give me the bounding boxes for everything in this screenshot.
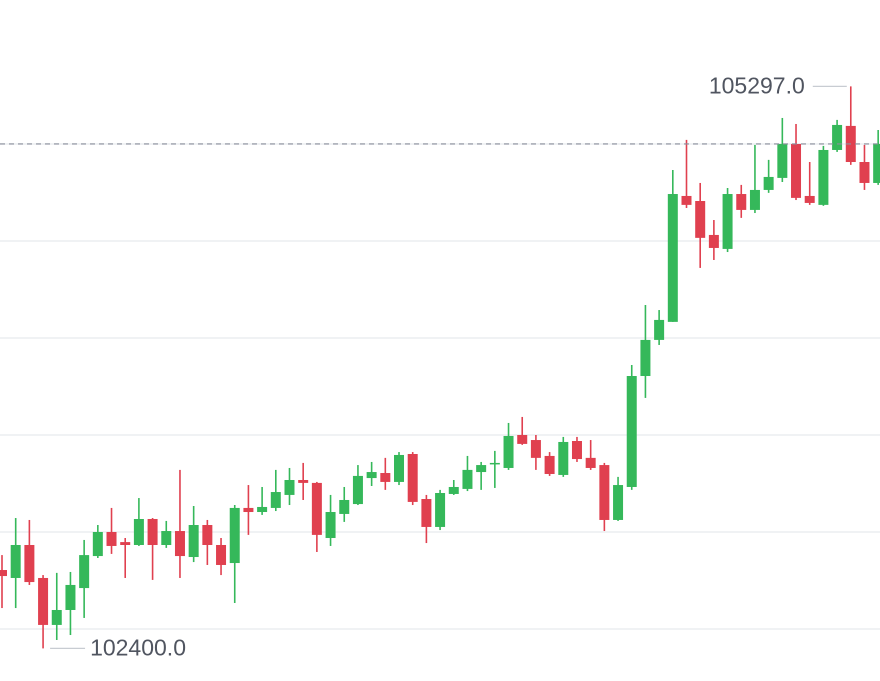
candle-body: [421, 499, 432, 527]
candle-body: [736, 194, 747, 210]
candle-body: [229, 507, 240, 564]
candle-body: [722, 194, 733, 249]
candle-body: [859, 162, 870, 183]
candle-body: [65, 584, 76, 610]
candle-body: [10, 544, 21, 578]
candle-body: [873, 143, 880, 183]
candle-body: [818, 149, 829, 205]
candle-body: [257, 506, 268, 513]
candle-body: [284, 479, 295, 495]
max-label: 105297.0: [709, 72, 805, 98]
candle-body: [640, 339, 651, 377]
candle-body: [462, 469, 473, 489]
candle-body: [0, 570, 7, 577]
candle-body: [695, 201, 706, 238]
candle-body: [325, 512, 336, 539]
candle-body: [311, 482, 322, 535]
candle-body: [681, 195, 692, 205]
candle-body: [120, 542, 131, 545]
candle-body: [530, 440, 541, 458]
candle-body: [804, 195, 815, 203]
candle-body: [476, 465, 487, 473]
candle-body: [188, 525, 199, 558]
candle-body: [79, 555, 90, 589]
candle-body: [38, 577, 49, 625]
candle-body: [380, 473, 391, 482]
candle-body: [106, 531, 117, 546]
candle-body: [24, 544, 35, 583]
candle-body: [202, 525, 213, 545]
candle-body: [407, 454, 418, 502]
candle-body: [708, 234, 719, 248]
candle-body: [394, 454, 405, 482]
candle-body: [147, 518, 158, 545]
candle-body: [571, 441, 582, 460]
candle-body: [626, 376, 637, 487]
candle-body: [174, 531, 185, 557]
candle-body: [352, 475, 363, 505]
candle-body: [503, 435, 514, 468]
candle-body: [92, 531, 103, 557]
candle-body: [448, 486, 459, 494]
candle-body: [585, 457, 596, 468]
candle-body: [161, 531, 172, 545]
candle-body: [517, 434, 528, 444]
candle-body: [544, 455, 555, 474]
candle-body: [435, 492, 446, 527]
candle-body: [243, 507, 254, 513]
candle-body: [133, 518, 144, 545]
candle-body: [216, 544, 227, 565]
candle-body: [599, 465, 610, 520]
candle-body: [366, 472, 377, 479]
candle-body: [339, 499, 350, 514]
min-label: 102400.0: [90, 634, 186, 660]
candle-body: [489, 462, 500, 465]
candle-body: [558, 441, 569, 475]
candle-body: [667, 194, 678, 322]
candle-body: [51, 609, 62, 625]
candle-body: [777, 143, 788, 178]
candle-body: [791, 143, 802, 198]
candle-body: [832, 124, 843, 150]
candle-body: [654, 319, 665, 340]
candle-body: [613, 485, 624, 520]
candle-body: [749, 189, 760, 210]
candle-body: [763, 176, 774, 190]
candle-body: [270, 492, 281, 508]
candle-body: [298, 479, 309, 483]
